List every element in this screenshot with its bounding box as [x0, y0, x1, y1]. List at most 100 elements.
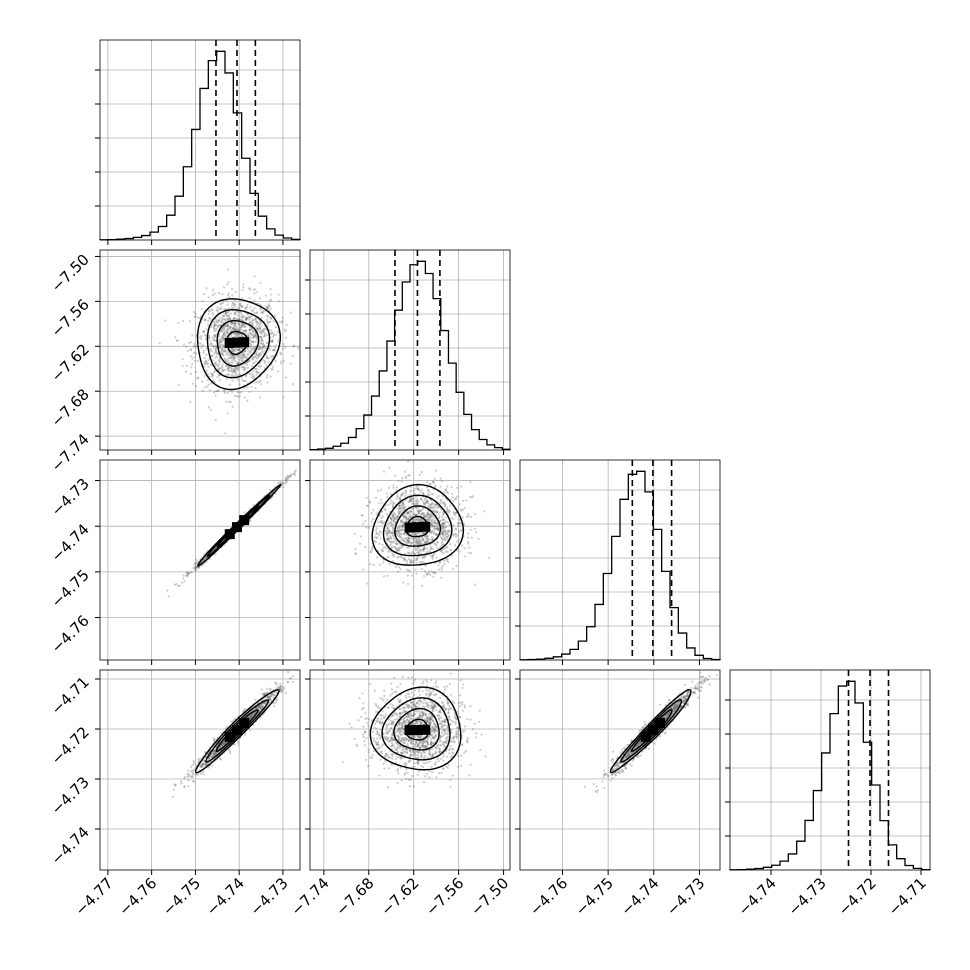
- scatter-point: [423, 535, 427, 538]
- scatter-point: [204, 557, 207, 560]
- scatter-point: [390, 540, 393, 543]
- scatter-point: [388, 539, 391, 543]
- scatter-point: [202, 349, 205, 352]
- scatter-point: [407, 540, 411, 544]
- scatter-point: [354, 547, 357, 551]
- scatter-point: [183, 785, 186, 788]
- scatter-point: [427, 512, 430, 516]
- scatter-point: [217, 366, 220, 370]
- scatter-point: [430, 521, 433, 524]
- scatter-point: [254, 288, 257, 291]
- scatter-point: [259, 307, 262, 310]
- scatter-point: [422, 532, 425, 535]
- scatter-point: [289, 474, 292, 477]
- scatter-point: [194, 315, 197, 318]
- scatter-point: [398, 523, 401, 527]
- scatter-point: [442, 522, 445, 525]
- scatter-point: [404, 489, 407, 492]
- scatter-point: [260, 321, 263, 324]
- scatter-point: [273, 314, 277, 317]
- scatter-point: [215, 321, 218, 324]
- scatter-point: [400, 507, 404, 510]
- scatter-point: [426, 518, 429, 521]
- scatter-point: [247, 334, 250, 338]
- scatter-point: [426, 492, 429, 496]
- scatter-point: [239, 391, 243, 394]
- scatter-point: [254, 317, 257, 320]
- scatter-point: [218, 317, 222, 320]
- scatter-point: [220, 340, 223, 344]
- scatter-point: [256, 321, 259, 324]
- scatter-point: [244, 319, 247, 322]
- scatter-point: [431, 519, 434, 522]
- scatter-point: [271, 349, 274, 352]
- scatter-point: [415, 538, 418, 541]
- scatter-point: [196, 359, 200, 363]
- scatter-point: [257, 371, 260, 374]
- scatter-point: [446, 509, 449, 512]
- scatter-point: [228, 318, 231, 321]
- scatter-point: [204, 556, 208, 559]
- scatter-point: [444, 525, 448, 528]
- scatter-point: [281, 316, 284, 319]
- scatter-point: [375, 536, 378, 539]
- scatter-point: [413, 502, 416, 505]
- scatter-point: [429, 545, 432, 548]
- scatter-point: [426, 514, 429, 517]
- scatter-point: [185, 574, 188, 577]
- scatter-point: [399, 535, 402, 538]
- scatter-point: [430, 501, 434, 504]
- scatter-point: [448, 530, 451, 533]
- scatter-point: [240, 359, 244, 363]
- scatter-point: [258, 347, 261, 350]
- scatter-point: [233, 316, 236, 320]
- scatter-point: [232, 719, 235, 722]
- scatter-point: [253, 275, 256, 278]
- scatter-point: [202, 344, 205, 347]
- scatter-point: [392, 514, 395, 517]
- scatter-point: [400, 544, 403, 547]
- scatter-point: [206, 378, 210, 382]
- scatter-point: [206, 361, 209, 364]
- scatter-point: [396, 542, 399, 546]
- scatter-point: [398, 504, 401, 507]
- scatter-point: [433, 521, 436, 524]
- scatter-point: [397, 512, 401, 515]
- scatter-point: [386, 537, 389, 540]
- scatter-point: [296, 347, 300, 350]
- scatter-point: [246, 366, 250, 369]
- scatter-point: [201, 300, 204, 303]
- scatter-point: [202, 762, 205, 765]
- scatter-point: [233, 323, 236, 326]
- scatter-point: [248, 342, 252, 345]
- scatter-point: [208, 310, 211, 313]
- scatter-point: [433, 542, 437, 545]
- scatter-point: [223, 331, 226, 335]
- scatter-point: [415, 518, 419, 521]
- scatter-point: [211, 354, 214, 357]
- scatter-point: [232, 354, 235, 358]
- contour-level-1: [206, 309, 271, 379]
- scatter-point: [432, 532, 435, 535]
- scatter-point: [263, 332, 267, 335]
- panel-frame: [99, 459, 301, 661]
- scatter-point: [204, 318, 207, 321]
- scatter-point: [270, 317, 273, 321]
- scatter-point: [359, 535, 363, 538]
- scatter-point: [443, 503, 446, 506]
- scatter-point: [234, 369, 238, 372]
- scatter-point: [258, 345, 261, 348]
- scatter-point: [443, 521, 446, 524]
- scatter-point: [226, 324, 229, 327]
- scatter-point: [452, 511, 455, 514]
- scatter-point: [245, 318, 248, 321]
- scatter-point: [201, 380, 204, 383]
- scatter-point: [241, 297, 244, 300]
- scatter-point: [212, 324, 215, 327]
- scatter-point: [191, 362, 194, 366]
- scatter-point: [440, 576, 443, 579]
- scatter-point: [390, 532, 394, 535]
- scatter-point: [207, 406, 210, 409]
- scatter-point: [437, 568, 441, 571]
- scatter-point: [230, 306, 234, 310]
